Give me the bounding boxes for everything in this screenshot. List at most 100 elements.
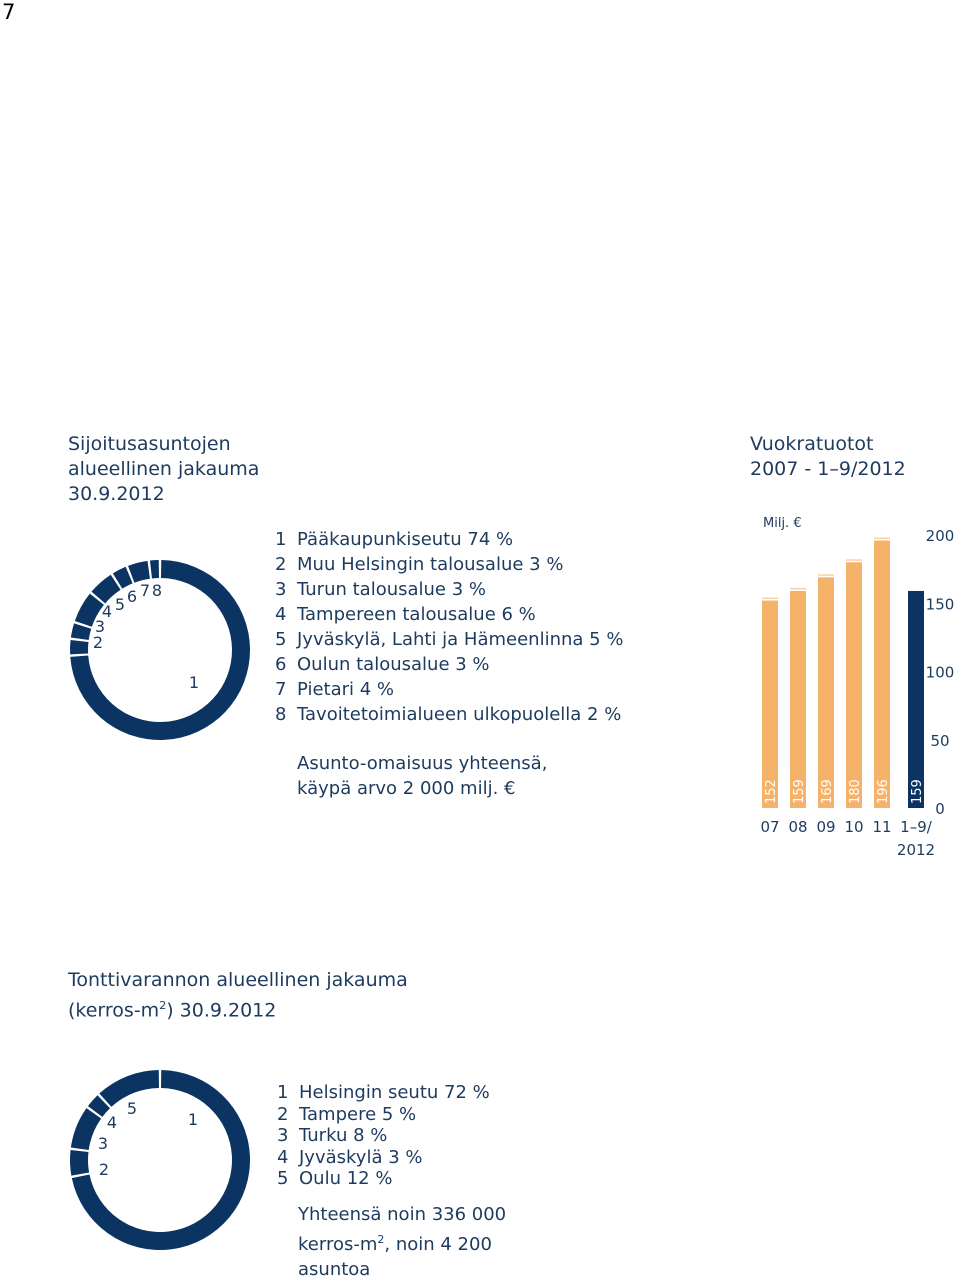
donut1-note-line: Asunto-omaisuus yhteensä,: [297, 753, 548, 774]
bar: [790, 590, 806, 808]
legend-number: 6: [275, 654, 287, 675]
bar-title-line: Vuokratuotot: [750, 433, 874, 455]
donut-slice: [69, 1149, 90, 1176]
donut-slice-label: 2: [99, 1160, 109, 1179]
bar-value-label: 196: [876, 779, 891, 804]
legend-text: Pietari 4 %: [297, 679, 395, 700]
legend-item: 6 Oulun talousalue 3 %: [275, 652, 623, 677]
donut2-title-post: ) 30.9.2012: [166, 999, 277, 1022]
donut-slice: [70, 1108, 102, 1150]
legend-text: Oulun talousalue 3 %: [297, 654, 490, 675]
legend-text: Muu Helsingin talousalue 3 %: [297, 554, 564, 575]
donut-slice: [112, 566, 133, 589]
legend-item: 2 Muu Helsingin talousalue 3 %: [275, 552, 623, 577]
legend-item: 8 Tavoitetoimialueen ulkopuolella 2 %: [275, 702, 623, 727]
legend-text: Turku 8 %: [299, 1125, 388, 1146]
bar-cap: [818, 574, 834, 576]
bar-chart: Milj. € 0 50 100 150 200 152 07 159 08 169 09 180 10 1…: [760, 516, 955, 859]
donut-slice-label: 1: [188, 1110, 198, 1129]
donut1-legend: 1 Pääkaupunkiseutu 74 % 2 Muu Helsingin tal…: [275, 527, 623, 727]
donut1-title-line: 30.9.2012: [68, 483, 165, 505]
donut1-note: Asunto-omaisuus yhteensä, käypä arvo 2 0…: [297, 751, 547, 801]
bar-title: Vuokratuotot 2007 - 1–9/2012: [750, 432, 906, 482]
bar: [762, 600, 778, 808]
legend-item: 7 Pietari 4 %: [275, 677, 623, 702]
donut2-note-sup: 2: [377, 1233, 385, 1246]
donut-slice: [70, 639, 89, 655]
bar-cap: [790, 587, 806, 590]
bar-value-label: 180: [848, 779, 863, 804]
donut2-note-line: Yhteensä noin 336 000: [298, 1204, 507, 1225]
donut2-note-pre: kerros-m: [298, 1234, 378, 1255]
legend-number: 2: [275, 554, 287, 575]
donut-slice-label: 4: [102, 602, 112, 621]
legend-text: Pääkaupunkiseutu 74 %: [297, 529, 514, 550]
legend-number: 3: [275, 579, 287, 600]
legend-number: 7: [275, 679, 287, 700]
x-tick-label: 11: [872, 818, 891, 836]
legend-number: 2: [277, 1103, 289, 1125]
donut2-title-sup: 2: [159, 999, 167, 1012]
bar: [846, 562, 862, 808]
y-tick-label: 0: [935, 800, 945, 818]
donut1-title: Sijoitusasuntojen alueellinen jakauma 30…: [68, 432, 259, 507]
legend-item: 3 Turun talousalue 3 %: [275, 577, 623, 602]
y-axis-label: Milj. €: [763, 516, 802, 531]
donut2-note-post: , noin 4 200: [384, 1234, 492, 1255]
legend-item: 4 Jyväskylä 3 %: [277, 1147, 490, 1169]
x-tick-label: 1–9/: [900, 818, 933, 836]
bar-value-label: 159: [910, 779, 925, 804]
donut2-title: Tonttivarannon alueellinen jakauma (kerr…: [68, 968, 408, 1023]
bar-cap: [908, 587, 924, 590]
donut-slice-label: 7: [140, 581, 150, 600]
legend-item: 3 Turku 8 %: [277, 1125, 490, 1147]
donut2-note: Yhteensä noin 336 000 kerros-m2, noin 4 …: [298, 1202, 506, 1282]
legend-text: Tampere 5 %: [299, 1103, 417, 1125]
legend-number: 3: [277, 1125, 289, 1146]
donut2-note-line: asuntoa: [298, 1259, 371, 1280]
legend-number: 5: [275, 629, 287, 650]
donut2-title-pre: (kerros-m: [68, 999, 160, 1022]
donut-slice-label: 4: [107, 1113, 117, 1132]
donut2-note-line: kerros-m2, noin 4 200: [298, 1227, 506, 1257]
legend-item: 1 Pääkaupunkiseutu 74 %: [275, 527, 623, 552]
legend-text: Helsingin seutu 72 %: [299, 1082, 490, 1103]
bar-cap: [762, 597, 778, 600]
donut-slice-label: 1: [189, 673, 199, 692]
legend-item: 1 Helsingin seutu 72 %: [277, 1082, 490, 1104]
donut-slice-label: 8: [152, 581, 162, 600]
donut2-legend: 1 Helsingin seutu 72 % 2 Tampere 5 % 3 Turku …: [277, 1082, 490, 1190]
bar-title-line: 2007 - 1–9/2012: [750, 458, 906, 480]
y-tick-label: 200: [926, 527, 955, 545]
legend-text: Jyväskylä, Lahti ja Hämeenlinna 5 %: [297, 629, 624, 650]
legend-text: Tampereen talousalue 6 %: [297, 604, 536, 625]
donut-slice: [149, 560, 159, 579]
legend-number: 4: [277, 1146, 289, 1168]
y-tick-label: 50: [930, 732, 949, 750]
bar: [818, 577, 834, 808]
legend-text: Jyväskylä 3 %: [299, 1146, 423, 1168]
bar-cap: [846, 559, 862, 561]
page-number: 7: [2, 0, 16, 24]
donut-slice-label: 5: [127, 1099, 137, 1118]
donut-slice: [91, 574, 121, 604]
bar-value-label: 159: [792, 779, 807, 804]
bar-value-label: 152: [764, 779, 779, 804]
donut-slice-label: 3: [98, 1134, 108, 1153]
bar: [874, 540, 890, 808]
donut1-title-line: Sijoitusasuntojen: [68, 433, 231, 455]
donut-slice-label: 2: [93, 633, 103, 652]
donut-slice: [99, 1070, 159, 1107]
legend-text: Oulu 12 %: [299, 1168, 393, 1189]
legend-number: 8: [275, 704, 287, 725]
x-tick-label: 2012: [897, 841, 935, 859]
x-tick-label: 08: [788, 818, 807, 836]
legend-number: 4: [275, 604, 287, 625]
y-tick-label: 150: [926, 595, 955, 613]
x-tick-label: 09: [816, 818, 835, 836]
legend-number: 1: [277, 1082, 289, 1103]
donut2-chart: 1 2 3 45: [69, 1070, 250, 1250]
donut-slice-label: 5: [115, 595, 125, 614]
bar-value-label: 169: [820, 779, 835, 804]
donut-slice-label: 6: [127, 587, 137, 606]
